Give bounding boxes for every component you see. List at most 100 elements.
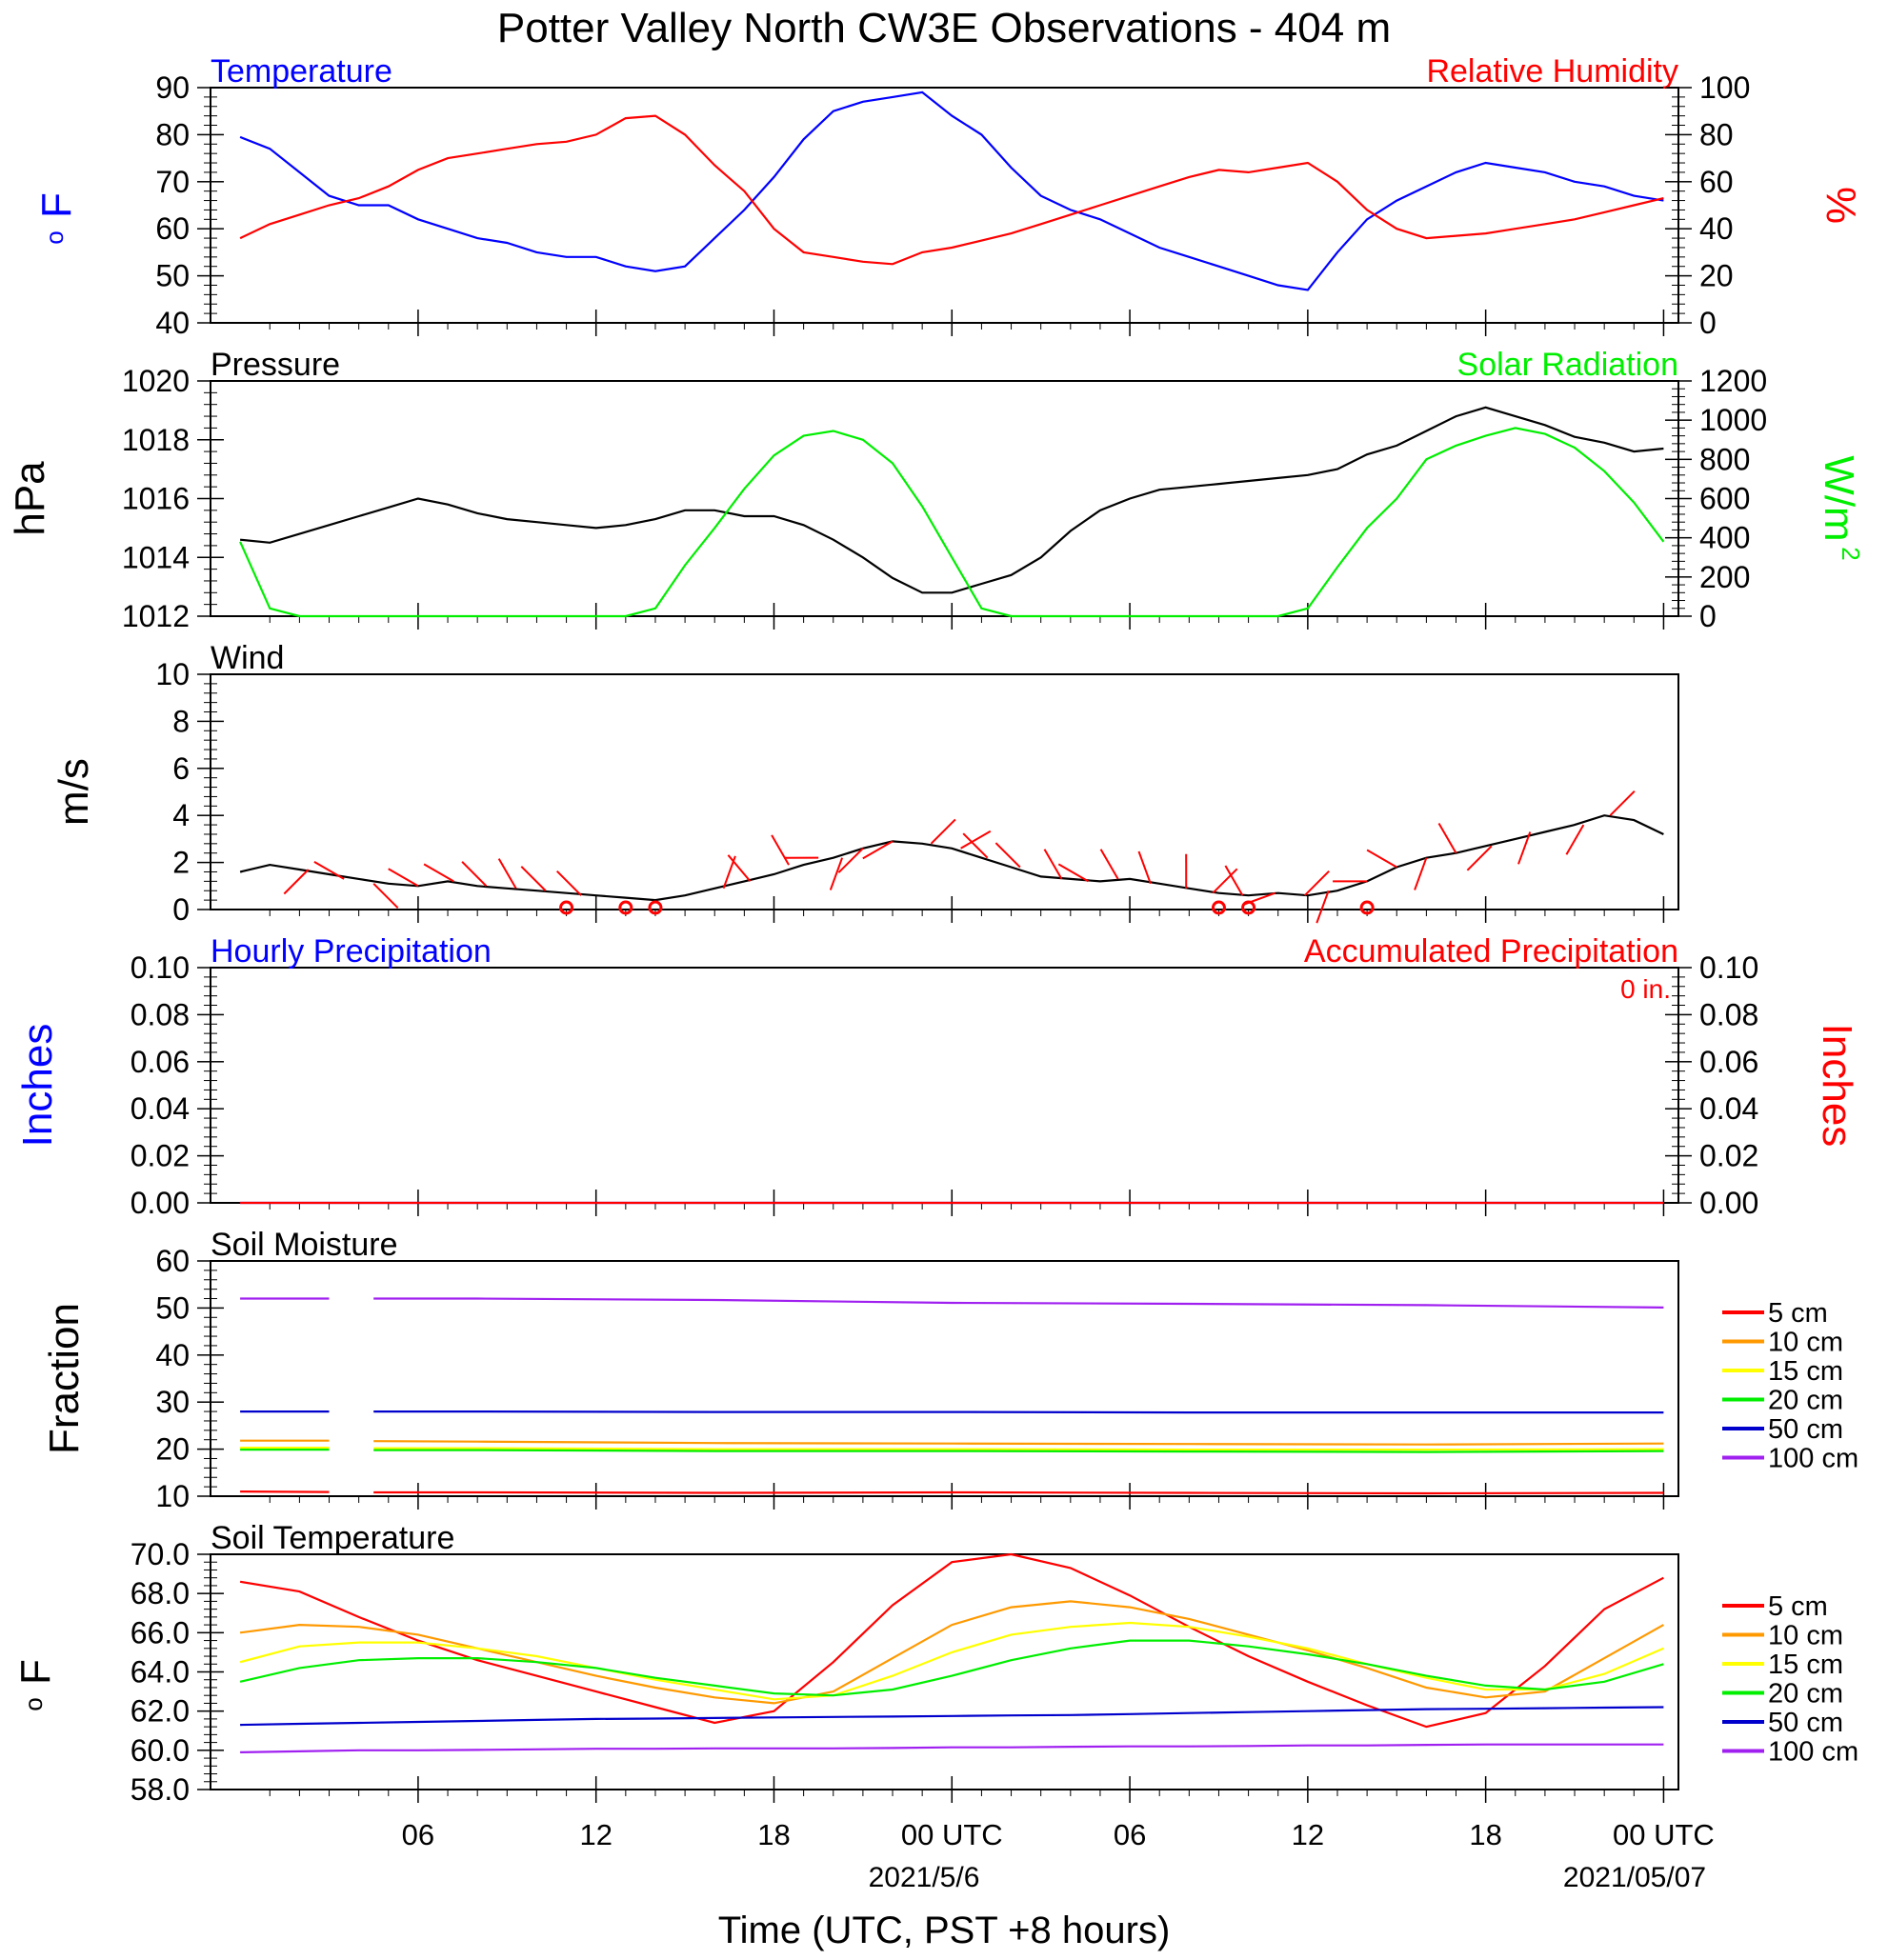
x-date-label: 2021/5/6 (869, 1862, 980, 1893)
y-left-tick-label: 0.00 (131, 1186, 190, 1220)
wind-barb (313, 861, 345, 880)
legend-label: 20 cm (1768, 1679, 1843, 1710)
panel-title-left: Soil Temperature (211, 1520, 454, 1556)
y-left-tick-label: 1012 (122, 599, 190, 633)
plot-frame (210, 673, 1679, 910)
y-left-axis-title: Inches (14, 1024, 61, 1148)
calm-wind-marker (559, 900, 574, 915)
series-line (239, 90, 1664, 291)
series-line (240, 1297, 1664, 1309)
wind-barb (1057, 863, 1089, 883)
wind-barb (1212, 868, 1238, 894)
legend-label: 5 cm (1768, 1298, 1828, 1329)
y-left-tick-label: 1016 (122, 482, 190, 516)
series-line (239, 814, 1664, 902)
y-right-tick-label: 0.04 (1699, 1091, 1758, 1126)
superscript-2: 2 (1837, 547, 1865, 560)
series-line (239, 114, 1664, 266)
y-left-tick-label: 40 (155, 306, 190, 340)
wind-barb (497, 858, 517, 890)
y-right-tick-label: 60 (1699, 165, 1734, 199)
y-left-tick-label: 8 (172, 704, 190, 738)
y-right-tick-label: 0.00 (1699, 1186, 1758, 1220)
y-left-axis-title: F (12, 1659, 59, 1685)
calm-wind-marker (648, 900, 663, 915)
y-left-tick-label: 2 (172, 846, 190, 880)
y-left-tick-label: 1018 (122, 423, 190, 457)
wind-barb (1137, 850, 1152, 885)
y-left-axis-title: m/s (50, 758, 97, 826)
y-right-tick-label: 0.06 (1699, 1045, 1758, 1079)
legend-label: 50 cm (1768, 1708, 1843, 1738)
y-right-tick-label: 400 (1699, 521, 1750, 555)
y-right-tick-label: 0 (1699, 306, 1717, 340)
y-left-axis-title: F (33, 192, 80, 218)
y-left-tick-label: 70.0 (131, 1537, 190, 1571)
panel-title-right: Solar Radiation (1457, 347, 1678, 383)
chart-title: Potter Valley North CW3E Observations - … (497, 5, 1391, 51)
x-tick-label: 18 (1469, 1818, 1501, 1851)
y-right-axis-title: % (1818, 187, 1864, 224)
y-left-tick-label: 30 (155, 1385, 190, 1419)
y-right-tick-label: 40 (1699, 211, 1734, 246)
wind-barb (994, 842, 1021, 869)
y-right-tick-label: 600 (1699, 482, 1750, 516)
series-line (239, 1639, 1664, 1697)
y-left-tick-label: 58.0 (131, 1772, 190, 1807)
wind-barb (1414, 857, 1428, 890)
y-right-tick-label: 200 (1699, 560, 1750, 594)
wind-barb (1043, 849, 1063, 880)
plot-frame (210, 1553, 1679, 1790)
x-tick-label: 00 UTC (1613, 1818, 1715, 1851)
y-left-tick-label: 0.08 (131, 997, 190, 1031)
y-right-axis-title: Inches (1814, 1024, 1860, 1148)
series-line (240, 1490, 1664, 1495)
wind-barb (372, 883, 399, 910)
legend-label: 20 cm (1768, 1386, 1843, 1416)
panel-title-left: Pressure (211, 347, 340, 383)
x-axis: 2021/5/6 2021/05/07 Time (UTC, PST +8 ho… (402, 1818, 1715, 1951)
legend-label: 50 cm (1768, 1414, 1843, 1445)
panel-wind: Wind 10 8 6 4 2 0 m/s (50, 640, 1679, 927)
y-left-tick-label: 0.04 (131, 1091, 190, 1126)
y-left-tick-label: 0.10 (131, 950, 190, 985)
legend-label: 100 cm (1768, 1737, 1858, 1768)
y-left-tick-label: 10 (155, 1479, 190, 1513)
wind-barb (930, 818, 956, 845)
wind-barb (1517, 831, 1532, 865)
wind-barb (962, 832, 989, 859)
y-left-tick-label: 60 (155, 1244, 190, 1278)
wind-barb (837, 848, 864, 873)
y-right-tick-label: 0 (1699, 599, 1717, 633)
y-left-tick-label: 1014 (122, 540, 190, 574)
wind-barb (829, 857, 844, 890)
wind-barb (520, 866, 547, 891)
wind-barb (283, 869, 310, 895)
y-left-axis-title: hPa (7, 461, 53, 536)
y-left-tick-label: 80 (155, 117, 190, 151)
wind-barb (771, 834, 790, 866)
wind-barb (862, 840, 894, 860)
calm-wind-marker (618, 900, 633, 915)
series-line (239, 1552, 1664, 1729)
x-tick-label: 06 (1114, 1818, 1146, 1851)
panel-title-left: Temperature (211, 53, 392, 90)
y-left-tick-label: 60 (155, 211, 190, 246)
y-left-tick-label: 1020 (122, 364, 190, 398)
x-tick-label: 06 (402, 1818, 434, 1851)
series-line (240, 1743, 1664, 1753)
y-left-tick-label: 6 (172, 751, 190, 786)
y-left-tick-label: 64.0 (131, 1655, 190, 1690)
calm-wind-marker (1359, 900, 1375, 915)
legend-label: 100 cm (1768, 1444, 1858, 1474)
panel-temp_rh: Temperature Relative Humidity 90 80 70 60 50 40… (33, 53, 1864, 340)
legend-label: 10 cm (1768, 1328, 1843, 1358)
legend-label: 10 cm (1768, 1621, 1843, 1651)
wind-barb (555, 870, 582, 896)
y-left-tick-label: 60.0 (131, 1733, 190, 1768)
series-line (240, 1410, 1664, 1414)
x-axis-title: Time (UTC, PST +8 hours) (718, 1910, 1171, 1951)
y-left-tick-label: 62.0 (131, 1694, 190, 1729)
